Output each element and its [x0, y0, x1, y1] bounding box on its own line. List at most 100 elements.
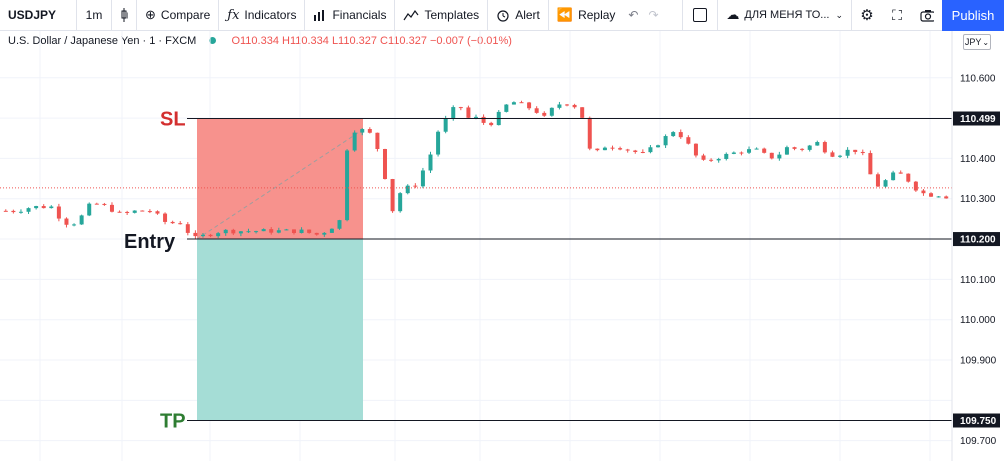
- candle-down: [11, 210, 16, 213]
- toolbar-divider: [717, 0, 719, 31]
- compare-label: Compare: [160, 8, 211, 22]
- chart-legend: U.S. Dollar / Japanese Yen · 1 · FXCM O1…: [8, 35, 512, 47]
- camera-icon: [920, 9, 934, 22]
- candle-up: [238, 231, 243, 234]
- interval-button[interactable]: 1m: [77, 0, 111, 31]
- candle-up: [838, 155, 843, 157]
- layout-name: ДЛЯ МЕНЯ ТО...: [744, 9, 830, 21]
- candle-down: [633, 150, 638, 152]
- bar-chart-icon: [314, 10, 325, 21]
- candle-up: [329, 228, 334, 233]
- chevron-down-icon: ⌄: [982, 37, 990, 47]
- layout-toggle-button[interactable]: [683, 0, 717, 31]
- candle-down: [193, 232, 198, 237]
- currency-button[interactable]: JPY ⌄: [963, 34, 991, 50]
- candle-down: [640, 151, 645, 153]
- price-tick-label: 110.000: [960, 315, 996, 326]
- candle-up: [511, 102, 516, 105]
- candle-up: [405, 185, 410, 194]
- symbol-description: U.S. Dollar / Japanese Yen · 1 · FXCM: [8, 35, 197, 47]
- candle-down: [390, 179, 395, 212]
- redo-button[interactable]: ↷: [643, 0, 663, 31]
- candle-up: [883, 180, 888, 187]
- candle-up: [87, 203, 92, 216]
- alert-button[interactable]: Alert: [488, 0, 548, 31]
- sl-label: SL: [160, 109, 186, 131]
- candle-up: [602, 147, 607, 151]
- candle-down: [458, 107, 463, 109]
- templates-icon: [403, 9, 419, 21]
- snapshot-button[interactable]: [912, 0, 942, 31]
- position-zones: [196, 118, 363, 421]
- publish-button[interactable]: Publish: [942, 0, 1004, 31]
- candle-down: [913, 181, 918, 191]
- candle-up: [845, 149, 850, 156]
- toolbar-divider: [76, 0, 77, 31]
- candle-up: [246, 231, 251, 233]
- undo-button[interactable]: ↶: [623, 0, 643, 31]
- candle-down: [921, 190, 926, 194]
- candle-up: [132, 210, 137, 213]
- candle-down: [519, 102, 524, 104]
- candle-down: [944, 196, 949, 199]
- candle-down: [686, 137, 691, 144]
- price-tick-label: 110.100: [960, 275, 996, 286]
- candle-up: [557, 104, 562, 108]
- candle-down: [534, 108, 539, 113]
- candle-up: [451, 107, 456, 119]
- layout-menu-button[interactable]: ☁ ДЛЯ МЕНЯ ТО... ⌄: [718, 0, 851, 31]
- candle-up: [815, 142, 820, 146]
- candle-up: [754, 148, 759, 150]
- candle-up: [663, 136, 668, 146]
- candle-up: [18, 211, 23, 213]
- candle-up: [345, 150, 350, 221]
- candle-down: [769, 152, 774, 159]
- chart-style-button[interactable]: [112, 0, 136, 31]
- settings-button[interactable]: ⚙: [852, 0, 882, 31]
- candle-up: [428, 154, 433, 171]
- candle-up: [648, 147, 653, 153]
- price-tick-label: 109.900: [960, 356, 997, 367]
- candle-up: [436, 131, 441, 155]
- candle-up: [352, 132, 357, 151]
- candle-down: [155, 211, 160, 214]
- price-axis[interactable]: 110.600 110.400 110.300 110.100 110.000 109.9…: [951, 31, 1004, 461]
- indicators-button[interactable]: ƒx Indicators: [219, 0, 304, 31]
- candle-up: [299, 229, 304, 234]
- toolbar-divider: [851, 0, 852, 31]
- financials-button[interactable]: Financials: [305, 0, 394, 31]
- interval-label: 1m: [85, 8, 103, 22]
- alert-label: Alert: [515, 8, 540, 22]
- candle-up: [474, 116, 478, 118]
- price-tick-label: 110.400: [960, 154, 996, 165]
- templates-button[interactable]: Templates: [395, 0, 487, 31]
- symbol-search-button[interactable]: USDJPY: [0, 0, 76, 31]
- toolbar-divider: [136, 0, 137, 31]
- candle-up: [891, 172, 896, 181]
- financials-label: Financials: [332, 8, 387, 22]
- price-tag-background: [953, 413, 1000, 428]
- fullscreen-button[interactable]: ⛶: [882, 0, 912, 31]
- candle-up: [216, 233, 221, 237]
- top-toolbar: USDJPY 1m ⊕ Compare ƒx Indicators Financia…: [0, 0, 1004, 31]
- candle-down: [185, 224, 190, 233]
- toolbar-divider: [218, 0, 220, 31]
- price-tag-label: 110.499: [960, 114, 996, 125]
- candle-down: [678, 132, 683, 138]
- candle-up: [72, 224, 77, 226]
- candle-down: [413, 185, 418, 187]
- candle-down: [868, 153, 873, 175]
- candle-up: [724, 153, 729, 159]
- candle-down: [269, 229, 274, 233]
- candle-up: [398, 193, 403, 212]
- candle-up: [807, 145, 812, 150]
- compare-button[interactable]: ⊕ Compare: [137, 0, 218, 31]
- rewind-icon: ⏪: [556, 7, 574, 22]
- templates-label: Templates: [424, 8, 480, 22]
- candle-up: [716, 158, 721, 161]
- candle-down: [94, 203, 99, 205]
- candle-up: [360, 129, 365, 133]
- price-tag-label: 109.750: [960, 416, 997, 427]
- replay-button[interactable]: ⏪ Replay: [549, 0, 624, 31]
